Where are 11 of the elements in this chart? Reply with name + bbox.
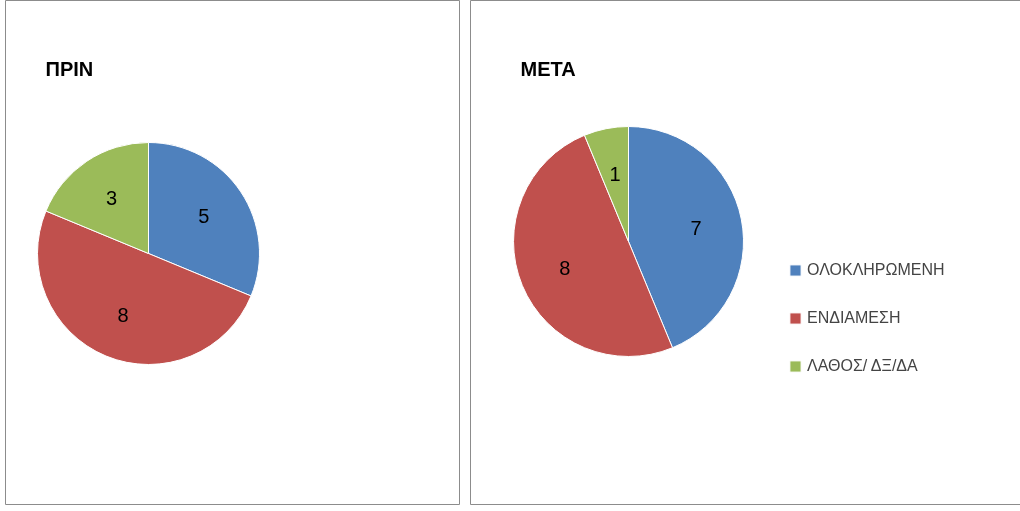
chart-title: ΠΡΙΝ (45, 57, 94, 80)
data-label: 3 (105, 187, 118, 210)
legend-label: ΟΛΟΚΛΗΡΩΜΕΝΗ (807, 261, 945, 279)
data-label: 8 (117, 304, 129, 327)
legend-label: ΛΑΘΟΣ/ ΔΞ/ΔΑ (807, 357, 918, 375)
data-label: 8 (559, 256, 571, 279)
legend-label: ΕΝΔΙΑΜΕΣΗ (807, 309, 901, 327)
data-label: 1 (609, 162, 621, 185)
chart-title: ΜΕΤΑ (520, 57, 576, 80)
data-label: 5 (198, 205, 210, 228)
data-label: 7 (690, 217, 702, 240)
